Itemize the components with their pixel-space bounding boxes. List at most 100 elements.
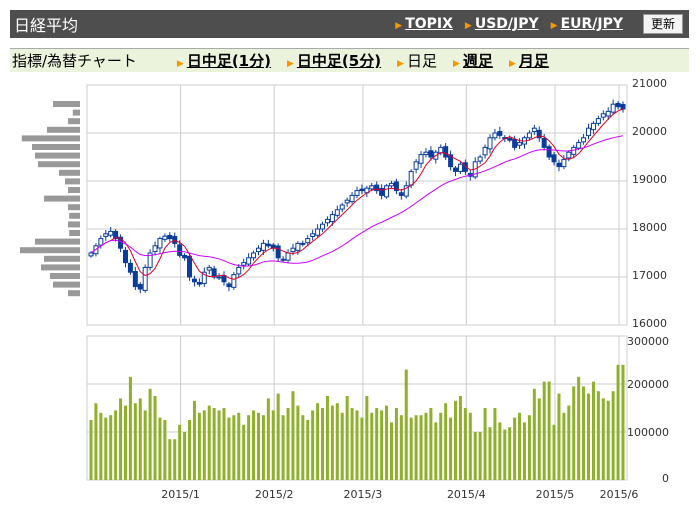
candle-body (241, 262, 247, 266)
tab-label: 日中足(5分) (296, 52, 382, 70)
candle-body (590, 122, 596, 131)
volume-bar (222, 408, 226, 480)
candle-body (448, 154, 454, 168)
candle-body (290, 247, 296, 253)
volume-bar (449, 417, 453, 480)
arrow-icon: ▶ (397, 59, 404, 69)
volume-bar (311, 410, 315, 480)
volume-bar (488, 427, 492, 480)
candle-body (354, 190, 360, 196)
link-label: USD/JPY (474, 16, 539, 32)
candle-body (428, 150, 434, 158)
volume-bar (301, 415, 305, 480)
candle-body (231, 274, 237, 288)
candle-body (561, 158, 567, 168)
volume-bar (276, 393, 280, 480)
volume-bar (94, 403, 98, 480)
candle-body (122, 249, 128, 264)
volume-bar (444, 403, 448, 480)
tab-monthly[interactable]: ▶ 月足 (509, 50, 549, 71)
y-tick-label: 21000 (632, 77, 667, 90)
tab-label: 日足 (406, 52, 437, 70)
candle-body (275, 245, 281, 259)
volume-profile-bar (47, 126, 80, 133)
volume-bar (380, 410, 384, 480)
candle-body (492, 132, 498, 139)
y-tick-label: 300000 (627, 335, 669, 348)
tab-intraday-5min[interactable]: ▶ 日中足(5分) (287, 50, 381, 71)
candle-body (157, 238, 163, 249)
volume-bar (429, 408, 433, 480)
candle-body (265, 243, 271, 247)
volume-bar (286, 408, 290, 480)
volume-bar (572, 386, 576, 480)
volume-profile-bar (44, 195, 80, 202)
volume-profile-bar (68, 118, 80, 125)
candle-body (453, 167, 459, 172)
volume-bar (242, 424, 246, 480)
volume-bar (261, 415, 265, 480)
volume-profile-bar (53, 281, 80, 288)
tab-intraday-1min[interactable]: ▶ 日中足(1分) (177, 50, 271, 71)
candle-body (147, 252, 153, 268)
volume-bar (281, 415, 285, 480)
volume-bar (439, 412, 443, 480)
volume-bar (399, 415, 403, 480)
volume-bar (266, 398, 270, 480)
volume-profile-bar (20, 247, 80, 254)
candle-body (142, 266, 148, 291)
volume-bar (409, 417, 413, 480)
candle-body (398, 192, 404, 196)
candle-body (517, 142, 523, 146)
candle-body (344, 199, 350, 204)
candle-body (487, 137, 493, 150)
link-topix[interactable]: ▶ TOPIX (395, 16, 453, 32)
volume-bar (340, 412, 344, 480)
volume-profile-bar (21, 135, 80, 142)
candle-body (512, 138, 518, 148)
arrow-icon: ▶ (176, 59, 184, 69)
candle-body (339, 204, 345, 210)
volume-bar (188, 420, 192, 480)
volume-bar (508, 427, 512, 480)
refresh-button[interactable]: 更新 (643, 14, 683, 34)
volume-bar (128, 376, 132, 480)
y-tick-label: 200000 (627, 378, 669, 391)
candle-body (167, 234, 173, 240)
volume-bar (473, 432, 477, 480)
volume-bar (375, 408, 379, 480)
volume-bar (178, 424, 182, 480)
volume-bar (596, 391, 600, 480)
volume-profile-bar (35, 152, 80, 159)
volume-bar (237, 412, 241, 480)
arrow-icon: ▶ (550, 21, 558, 31)
candle-body (408, 170, 414, 186)
volume-bar (197, 412, 201, 480)
volume-bar (252, 410, 256, 480)
volume-bar (587, 393, 591, 480)
ma-long-line (90, 135, 624, 267)
volume-bar (577, 376, 581, 480)
volume-bar (463, 408, 467, 480)
volume-profile-bar (35, 238, 80, 245)
candle-body (423, 151, 429, 156)
candle-body (236, 266, 242, 275)
candle-body (182, 254, 188, 259)
candle-body (334, 209, 340, 216)
candle-body (187, 255, 193, 278)
tab-label: 月足 (518, 52, 549, 70)
candle-body (295, 242, 301, 251)
volume-bar (434, 422, 438, 480)
volume-bar (325, 396, 329, 480)
link-usdjpy[interactable]: ▶ USD/JPY (465, 16, 539, 32)
candle-body (403, 185, 409, 197)
link-eurjpy[interactable]: ▶ EUR/JPY (551, 16, 623, 32)
arrow-icon: ▶ (286, 59, 294, 69)
candle-body (280, 258, 286, 261)
candle-body (595, 118, 601, 124)
ma-short-line (90, 108, 624, 280)
tab-weekly[interactable]: ▶ 週足 (453, 50, 493, 71)
candle-body (379, 187, 385, 196)
volume-bar (478, 432, 482, 480)
